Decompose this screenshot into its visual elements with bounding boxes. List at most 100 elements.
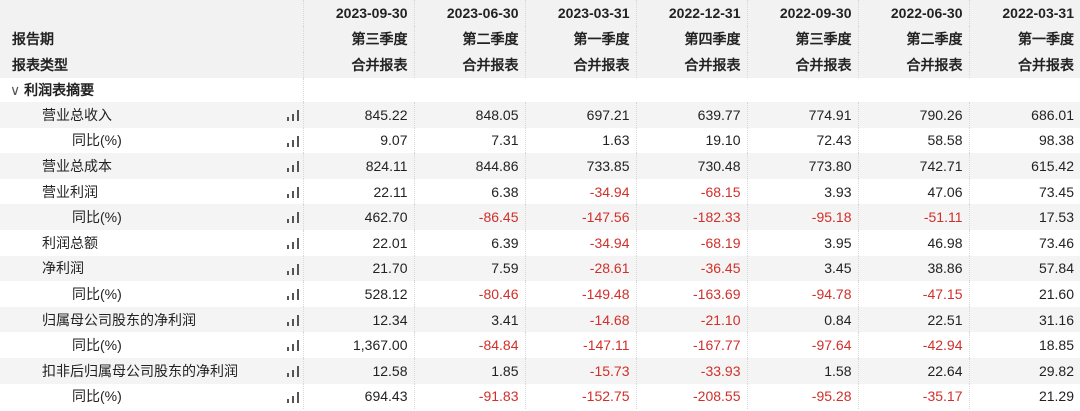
- cell-value: 58.58: [857, 127, 969, 154]
- cell-value: 7.31: [413, 127, 525, 154]
- cell-value: 1.58: [746, 357, 858, 384]
- table-row: 同比(%) 462.70 -86.45 -147.56 -182.33 -95.18 -51…: [0, 204, 1080, 230]
- cell-value: 72.43: [746, 127, 858, 154]
- cell-value: 773.80: [746, 153, 858, 179]
- bar-chart-icon[interactable]: [286, 212, 299, 224]
- chevron-down-icon[interactable]: ∨: [10, 82, 21, 98]
- cell-value: -147.56: [524, 204, 636, 230]
- row-label-text: 扣非后归属母公司股东的净利润: [42, 362, 238, 379]
- table-row: 利润总额 22.01 6.39 -34.94 -68.19 3.95 46.98 73.46: [0, 229, 1080, 256]
- cell-value: 730.48: [635, 153, 747, 179]
- table-row: 营业总成本 824.11 844.86 733.85 730.48 773.80 742.7…: [0, 153, 1080, 179]
- row-label: 同比(%): [0, 384, 303, 410]
- cell-value: 31.16: [968, 306, 1080, 333]
- column-header-type: 合并报表: [857, 52, 969, 78]
- cell-value: 18.85: [968, 332, 1080, 358]
- cell-value: -28.61: [524, 255, 636, 282]
- cell-value: 742.71: [857, 153, 969, 179]
- row-label: 同比(%): [0, 204, 303, 230]
- header-type-row: 报表类型 合并报表 合并报表 合并报表 合并报表 合并报表 合并报表 合并报表: [0, 52, 1080, 78]
- cell-value: -167.77: [635, 332, 747, 358]
- column-header-date: 2022-06-30: [857, 0, 969, 26]
- bar-chart-icon[interactable]: [286, 365, 299, 377]
- row-label-text: 净利润: [42, 260, 84, 277]
- column-header-type: 合并报表: [635, 52, 747, 78]
- cell-value: 6.38: [413, 178, 525, 205]
- cell-value: 528.12: [302, 281, 414, 307]
- table-row: 营业利润 22.11 6.38 -34.94 -68.15 3.93 47.06 73.45: [0, 178, 1080, 205]
- table-row: 营业总收入 845.22 848.05 697.21 639.77 774.91 790.2…: [0, 102, 1080, 128]
- cell-value: 22.64: [857, 357, 969, 384]
- section-row[interactable]: ∨ 利润表摘要: [0, 78, 1080, 102]
- row-label: 营业利润: [0, 179, 303, 205]
- row-label: 净利润: [0, 255, 303, 282]
- row-label: 同比(%): [0, 332, 303, 358]
- cell-value: 686.01: [968, 102, 1080, 128]
- row-label-text: 同比(%): [72, 285, 122, 302]
- column-header-date: 2023-06-30: [413, 0, 525, 26]
- row-label-text: 同比(%): [72, 337, 122, 354]
- cell-value: 639.77: [635, 102, 747, 128]
- row-label: 归属母公司股东的净利润: [0, 306, 303, 333]
- column-header-type: 合并报表: [413, 52, 525, 78]
- cell-value: -97.64: [746, 332, 858, 358]
- cell-value: 9.07: [302, 127, 414, 154]
- cell-value: -84.84: [413, 332, 525, 358]
- row-label-text: 同比(%): [72, 132, 122, 149]
- cell-value: 57.84: [968, 255, 1080, 282]
- cell-value: 73.46: [968, 229, 1080, 256]
- table-row: 同比(%) 9.07 7.31 1.63 19.10 72.43 58.58 98.38: [0, 127, 1080, 154]
- bar-chart-icon[interactable]: [286, 237, 299, 249]
- table-row: 扣非后归属母公司股东的净利润 12.58 1.85 -15.73 -33.93 1.58 2…: [0, 357, 1080, 384]
- cell-value: 22.11: [302, 178, 414, 205]
- bar-chart-icon[interactable]: [286, 161, 299, 173]
- column-header-type: 合并报表: [524, 52, 636, 78]
- cell-value: -91.83: [413, 383, 525, 410]
- column-header-date: 2022-03-31: [968, 0, 1080, 26]
- bar-chart-icon[interactable]: [286, 340, 299, 352]
- bar-chart-icon[interactable]: [286, 391, 299, 403]
- cell-value: 0.84: [746, 306, 858, 333]
- cell-value: 19.10: [635, 127, 747, 154]
- bar-chart-icon[interactable]: [286, 110, 299, 121]
- cell-value: -34.94: [524, 178, 636, 205]
- table-row: 归属母公司股东的净利润 12.34 3.41 -14.68 -21.10 0.84 22.5…: [0, 306, 1080, 333]
- cell-value: 12.34: [302, 306, 414, 333]
- cell-value: 21.29: [968, 383, 1080, 410]
- cell-value: 7.59: [413, 255, 525, 282]
- header-date-row: 2023-09-30 2023-06-30 2023-03-31 2022-12-31…: [0, 0, 1080, 26]
- cell-value: 21.70: [302, 255, 414, 282]
- bar-chart-icon[interactable]: [286, 314, 299, 326]
- bar-chart-icon[interactable]: [286, 135, 299, 147]
- column-header-date: 2023-03-31: [524, 0, 636, 26]
- cell-value: 790.26: [857, 102, 969, 128]
- row-label-text: 营业利润: [42, 183, 98, 200]
- bar-chart-icon[interactable]: [286, 289, 299, 301]
- cell-value: 3.95: [746, 229, 858, 256]
- cell-value: -149.48: [524, 281, 636, 307]
- cell-value: -36.45: [635, 255, 747, 282]
- cell-value: -94.78: [746, 281, 858, 307]
- bar-chart-icon[interactable]: [286, 186, 299, 198]
- cell-value: 1,367.00: [302, 332, 414, 358]
- cell-value: -34.94: [524, 229, 636, 256]
- column-header-quarter: 第二季度: [857, 26, 969, 52]
- column-header-type: 合并报表: [746, 52, 858, 78]
- cell-value: 3.93: [746, 178, 858, 205]
- cell-value: 6.39: [413, 229, 525, 256]
- column-header-date: 2022-09-30: [746, 0, 858, 26]
- bar-chart-icon[interactable]: [286, 263, 299, 275]
- section-toggle[interactable]: ∨ 利润表摘要: [0, 78, 303, 102]
- column-header-quarter: 第三季度: [302, 26, 414, 52]
- cell-value: -15.73: [524, 357, 636, 384]
- cell-value: 615.42: [968, 153, 1080, 179]
- table-row: 净利润 21.70 7.59 -28.61 -36.45 3.45 38.86 57.84: [0, 255, 1080, 282]
- table-row: 同比(%) 528.12 -80.46 -149.48 -163.69 -94.78 -47…: [0, 281, 1080, 307]
- cell-value: -86.45: [413, 204, 525, 230]
- cell-value: 38.86: [857, 255, 969, 282]
- cell-value: 694.43: [302, 383, 414, 410]
- cell-value: 1.63: [524, 127, 636, 154]
- cell-value: -68.15: [635, 178, 747, 205]
- row-label: 扣非后归属母公司股东的净利润: [0, 357, 303, 384]
